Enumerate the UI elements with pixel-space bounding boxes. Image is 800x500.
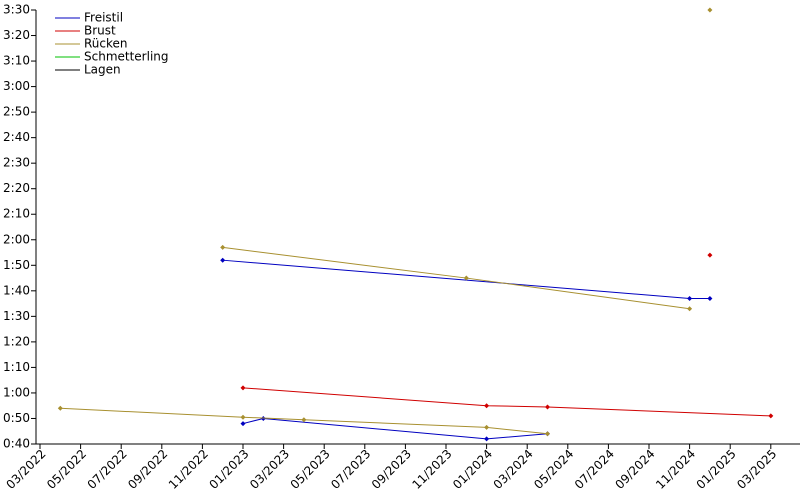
- x-tick-label: 03/2024: [491, 447, 536, 492]
- point: [240, 421, 246, 427]
- x-tick-label: 07/2023: [328, 447, 373, 492]
- point: [707, 7, 713, 13]
- y-tick-label: 1:50: [3, 258, 30, 272]
- point: [707, 252, 713, 258]
- y-tick-label: 2:00: [3, 232, 30, 246]
- x-tick-label: 03/2022: [3, 447, 48, 492]
- point: [484, 424, 490, 430]
- x-tick-label: 03/2025: [734, 447, 779, 492]
- x-tick-label: 05/2024: [531, 447, 576, 492]
- point: [687, 306, 693, 312]
- y-tick-label: 2:20: [3, 181, 30, 195]
- y-tick-label: 1:40: [3, 283, 30, 297]
- x-tick-label: 01/2023: [206, 447, 251, 492]
- point: [484, 403, 490, 409]
- y-tick-label: 2:30: [3, 156, 30, 170]
- x-tick-label: 11/2023: [409, 447, 454, 492]
- legend-label: Brust: [84, 24, 116, 38]
- x-tick-label: 03/2023: [247, 447, 292, 492]
- series-line: [242, 417, 548, 440]
- point: [545, 431, 550, 437]
- point: [57, 405, 63, 411]
- x-tick-label: 05/2023: [288, 447, 333, 492]
- point: [301, 417, 307, 423]
- y-tick-label: 1:20: [3, 334, 30, 348]
- x-tick-label: 09/2024: [612, 447, 657, 492]
- point: [484, 436, 490, 442]
- point: [240, 385, 246, 391]
- x-tick-label: 07/2024: [572, 447, 617, 492]
- y-tick-label: 2:10: [3, 207, 30, 221]
- point: [545, 404, 550, 410]
- series-line: [222, 246, 690, 310]
- y-tick-label: 1:10: [3, 360, 30, 374]
- y-tick-label: 3:00: [3, 79, 30, 93]
- point: [240, 414, 246, 420]
- y-tick-label: 1:00: [3, 385, 30, 399]
- legend-label: Rücken: [84, 37, 128, 51]
- point: [768, 413, 774, 419]
- x-tick-label: 01/2025: [694, 447, 739, 492]
- y-tick-label: 3:20: [3, 28, 30, 42]
- x-tick-label: 05/2022: [44, 447, 89, 492]
- series-line: [242, 387, 771, 417]
- y-tick-label: 0:50: [3, 411, 30, 425]
- legend-label: Lagen: [84, 63, 121, 77]
- legend-label: Freistil: [84, 11, 123, 25]
- point: [220, 257, 226, 263]
- y-tick-label: 2:50: [3, 105, 30, 119]
- point: [463, 275, 469, 281]
- y-tick-label: 3:30: [3, 3, 30, 17]
- point: [220, 244, 226, 250]
- x-tick-label: 09/2023: [369, 447, 414, 492]
- x-tick-label: 11/2024: [653, 447, 698, 492]
- x-tick-label: 01/2024: [450, 447, 495, 492]
- y-tick-label: 0:40: [3, 437, 30, 451]
- x-tick-label: 09/2022: [125, 447, 170, 492]
- y-tick-label: 1:30: [3, 309, 30, 323]
- x-tick-label: 11/2022: [166, 447, 211, 492]
- x-tick-label: 07/2022: [85, 447, 130, 492]
- y-tick-label: 2:40: [3, 130, 30, 144]
- point: [687, 295, 693, 301]
- point: [707, 295, 713, 301]
- legend-label: Schmetterling: [84, 50, 169, 64]
- y-tick-label: 3:10: [3, 54, 30, 68]
